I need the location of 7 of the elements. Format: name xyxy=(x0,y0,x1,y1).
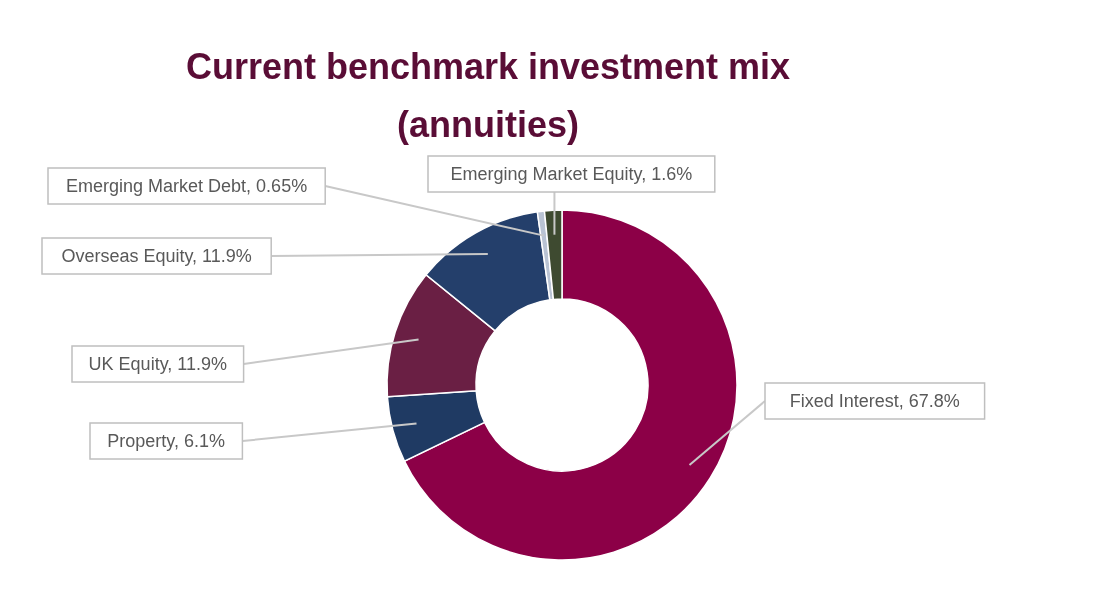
slice-label: Fixed Interest, 67.8% xyxy=(789,391,960,411)
slice-label: UK Equity, 11.9% xyxy=(88,354,227,374)
slice-label: Property, 6.1% xyxy=(107,431,226,451)
slice-label: Emerging Market Equity, 1.6% xyxy=(450,164,693,184)
slice-label: Overseas Equity, 11.9% xyxy=(61,246,252,266)
slice-label: Emerging Market Debt, 0.65% xyxy=(66,176,308,196)
chart-title: Current benchmark investment mix (annuities) xyxy=(184,45,792,147)
